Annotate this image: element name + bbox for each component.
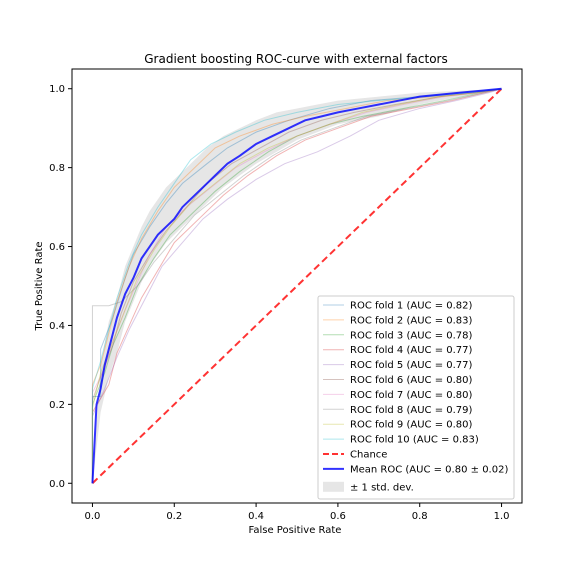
roc-fold-9-line (91, 88, 502, 484)
legend-label: ROC fold 7 (AUC = 0.80) (350, 390, 473, 401)
y-tick-label: 0.4 (49, 321, 65, 332)
legend-label: ROC fold 8 (AUC = 0.79) (350, 405, 473, 416)
plot-content (91, 87, 503, 484)
x-axis-label: False Positive Rate (249, 525, 342, 536)
legend-label: ROC fold 4 (AUC = 0.77) (350, 345, 473, 356)
legend-item-fold-9: ROC fold 9 (AUC = 0.80) (323, 420, 473, 431)
roc-fold-4-line (91, 88, 502, 484)
legend-item-std: ± 1 std. dev. (323, 481, 414, 493)
legend-item-mean: Mean ROC (AUC = 0.80 ± 0.02) (323, 464, 508, 475)
roc-fold-1-line (91, 88, 502, 484)
roc-fold-3-line (91, 88, 502, 484)
roc-fold-10-line (91, 88, 502, 484)
x-tick-label: 0.2 (166, 511, 182, 522)
legend-label: ± 1 std. dev. (350, 482, 414, 493)
legend: ROC fold 1 (AUC = 0.82) ROC fold 2 (AUC =… (317, 295, 515, 500)
x-tick-label: 1.0 (494, 511, 510, 522)
legend-item-fold-4: ROC fold 4 (AUC = 0.77) (323, 345, 473, 356)
legend-item-fold-1: ROC fold 1 (AUC = 0.82) (323, 301, 473, 312)
y-tick-label: 0.0 (49, 479, 65, 490)
legend-item-fold-5: ROC fold 5 (AUC = 0.77) (323, 360, 473, 371)
legend-label: ROC fold 3 (AUC = 0.78) (350, 330, 473, 341)
legend-item-fold-2: ROC fold 2 (AUC = 0.83) (323, 315, 473, 326)
legend-label: ROC fold 2 (AUC = 0.83) (350, 315, 473, 326)
legend-item-fold-3: ROC fold 3 (AUC = 0.78) (323, 330, 473, 341)
y-tick-label: 0.2 (49, 400, 65, 411)
legend-box (317, 295, 515, 500)
legend-label: ROC fold 9 (AUC = 0.80) (350, 420, 473, 431)
legend-label: Mean ROC (AUC = 0.80 ± 0.02) (350, 464, 508, 475)
legend-label: Chance (350, 450, 387, 461)
roc-fold-5-line (91, 88, 502, 484)
y-tick-label: 0.6 (49, 242, 65, 253)
roc-fold-8-line (91, 88, 502, 484)
y-axis-label: True Positive Rate (34, 241, 45, 331)
legend-swatch (323, 481, 344, 492)
y-tick-label: 1.0 (49, 84, 65, 95)
chart-title: Gradient boosting ROC-curve with externa… (144, 52, 447, 66)
legend-label: ROC fold 5 (AUC = 0.77) (350, 360, 473, 371)
y-tick-label: 0.8 (49, 163, 65, 174)
legend-label: ROC fold 10 (AUC = 0.83) (350, 435, 479, 446)
legend-item-chance: Chance (323, 450, 387, 461)
std-band (92, 88, 502, 484)
plot-frame (71, 68, 523, 504)
x-tick-label: 0.8 (412, 511, 428, 522)
roc-fold-2-line (91, 88, 502, 484)
legend-item-fold-6: ROC fold 6 (AUC = 0.80) (323, 375, 473, 386)
legend-item-fold-8: ROC fold 8 (AUC = 0.79) (323, 405, 473, 416)
y-axis: 0.0 0.2 0.4 0.6 0.8 1.0 (49, 84, 72, 490)
x-tick-label: 0.4 (248, 511, 264, 522)
mean-roc-line (91, 87, 502, 484)
x-tick-label: 0.0 (85, 511, 101, 522)
legend-label: ROC fold 6 (AUC = 0.80) (350, 375, 473, 386)
chance-line (91, 88, 503, 484)
roc-fold-7-line (91, 88, 502, 484)
legend-label: ROC fold 1 (AUC = 0.82) (350, 301, 473, 312)
x-axis: 0.0 0.2 0.4 0.6 0.8 1.0 (85, 503, 510, 522)
legend-item-fold-7: ROC fold 7 (AUC = 0.80) (323, 390, 473, 401)
legend-item-fold-10: ROC fold 10 (AUC = 0.83) (323, 435, 479, 446)
x-tick-label: 0.6 (330, 511, 346, 522)
